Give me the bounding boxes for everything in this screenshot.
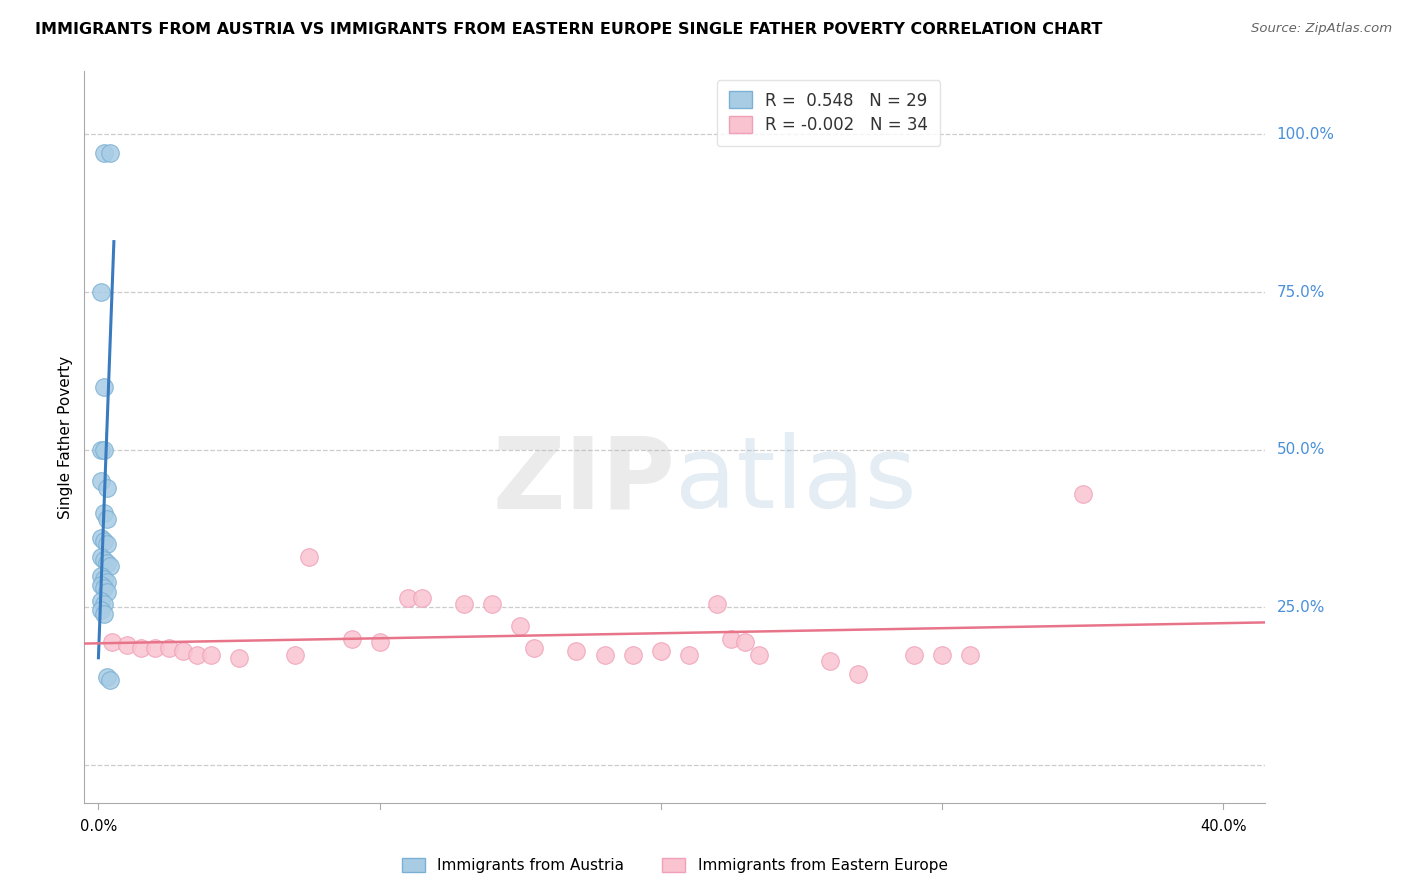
Point	[748, 648, 770, 662]
Text: 25.0%: 25.0%	[1277, 599, 1324, 615]
Point	[172, 644, 194, 658]
Point	[90, 549, 112, 564]
Point	[846, 666, 869, 681]
Legend: Immigrants from Austria, Immigrants from Eastern Europe: Immigrants from Austria, Immigrants from…	[396, 852, 953, 880]
Point	[565, 644, 588, 658]
Point	[96, 481, 118, 495]
Text: IMMIGRANTS FROM AUSTRIA VS IMMIGRANTS FROM EASTERN EUROPE SINGLE FATHER POVERTY : IMMIGRANTS FROM AUSTRIA VS IMMIGRANTS FR…	[35, 22, 1102, 37]
Point	[593, 648, 616, 662]
Point	[453, 597, 475, 611]
Point	[90, 578, 112, 592]
Text: Source: ZipAtlas.com: Source: ZipAtlas.com	[1251, 22, 1392, 36]
Text: 75.0%: 75.0%	[1277, 285, 1324, 300]
Text: 50.0%: 50.0%	[1277, 442, 1324, 458]
Point	[481, 597, 503, 611]
Point	[509, 619, 531, 633]
Point	[284, 648, 307, 662]
Point	[93, 379, 115, 393]
Point	[621, 648, 644, 662]
Point	[101, 635, 124, 649]
Point	[186, 648, 208, 662]
Point	[368, 635, 391, 649]
Point	[96, 575, 118, 590]
Point	[1071, 487, 1094, 501]
Point	[96, 537, 118, 551]
Point	[93, 607, 115, 621]
Point	[98, 673, 121, 687]
Point	[157, 641, 180, 656]
Point	[96, 556, 118, 570]
Point	[96, 670, 118, 684]
Point	[90, 442, 112, 457]
Point	[98, 146, 121, 161]
Point	[90, 285, 112, 299]
Text: 40.0%: 40.0%	[1199, 819, 1247, 833]
Text: atlas: atlas	[675, 433, 917, 530]
Point	[96, 584, 118, 599]
Point	[90, 569, 112, 583]
Point	[90, 594, 112, 608]
Point	[706, 597, 728, 611]
Point	[678, 648, 700, 662]
Point	[93, 442, 115, 457]
Text: 0.0%: 0.0%	[80, 819, 117, 833]
Point	[903, 648, 925, 662]
Point	[93, 572, 115, 586]
Point	[143, 641, 166, 656]
Point	[818, 654, 841, 668]
Point	[298, 549, 321, 564]
Point	[93, 146, 115, 161]
Text: 100.0%: 100.0%	[1277, 127, 1334, 142]
Point	[720, 632, 742, 646]
Point	[129, 641, 152, 656]
Point	[93, 553, 115, 567]
Y-axis label: Single Father Poverty: Single Father Poverty	[58, 356, 73, 518]
Point	[90, 531, 112, 545]
Point	[93, 597, 115, 611]
Point	[93, 534, 115, 549]
Point	[96, 512, 118, 526]
Point	[396, 591, 419, 605]
Text: ZIP: ZIP	[492, 433, 675, 530]
Point	[340, 632, 363, 646]
Point	[90, 603, 112, 617]
Point	[734, 635, 756, 649]
Point	[650, 644, 672, 658]
Point	[931, 648, 953, 662]
Point	[200, 648, 222, 662]
Point	[93, 582, 115, 596]
Point	[411, 591, 433, 605]
Point	[90, 474, 112, 488]
Point	[959, 648, 981, 662]
Point	[93, 506, 115, 520]
Point	[115, 638, 138, 652]
Point	[523, 641, 546, 656]
Point	[228, 650, 250, 665]
Point	[98, 559, 121, 574]
